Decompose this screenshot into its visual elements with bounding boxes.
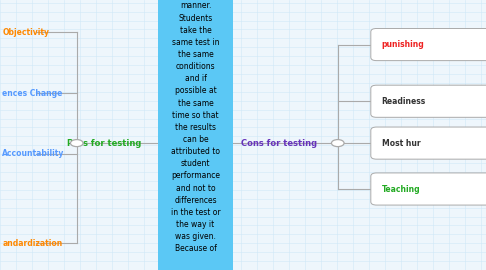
Text: andardization: andardization xyxy=(2,238,63,248)
FancyBboxPatch shape xyxy=(371,173,486,205)
FancyBboxPatch shape xyxy=(371,127,486,159)
Text: punishing: punishing xyxy=(382,40,424,49)
FancyBboxPatch shape xyxy=(371,29,486,61)
Text: Most hur: Most hur xyxy=(382,139,420,148)
Circle shape xyxy=(331,140,344,147)
Text: Pros for testing: Pros for testing xyxy=(67,139,142,148)
Text: Accountability: Accountability xyxy=(2,149,65,158)
FancyBboxPatch shape xyxy=(371,85,486,117)
Circle shape xyxy=(70,140,83,147)
Text: Objectivity: Objectivity xyxy=(2,28,50,37)
Text: ences Change: ences Change xyxy=(2,89,63,98)
FancyBboxPatch shape xyxy=(158,0,233,270)
Text: Teaching: Teaching xyxy=(382,184,420,194)
Text: Cons for testing: Cons for testing xyxy=(242,139,317,148)
Text: Readiness: Readiness xyxy=(382,97,426,106)
Text: manner.
Students
take the
same test in
the same
conditions
and if
possible at
th: manner. Students take the same test in t… xyxy=(171,1,221,253)
